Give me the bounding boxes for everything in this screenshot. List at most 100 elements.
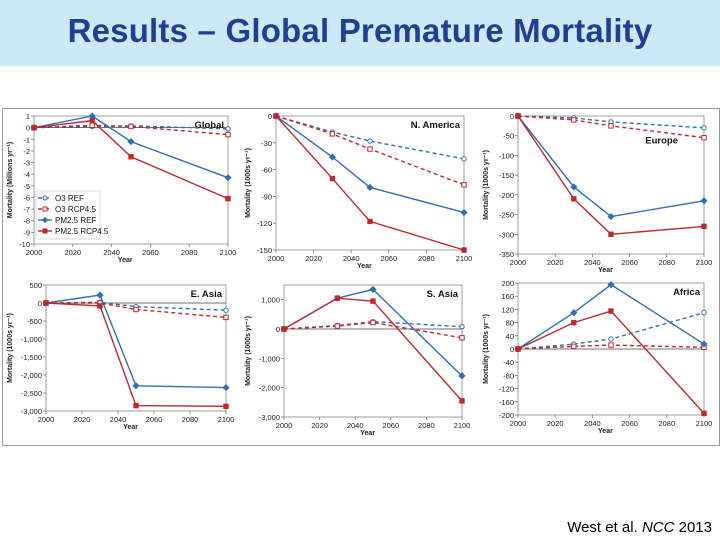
e-asia-data-point [223, 307, 229, 313]
global-data-point [89, 117, 95, 124]
e-asia-series-line-1 [45, 301, 227, 311]
global-ytick-label: 1 [26, 112, 30, 121]
e-asia-data-point [223, 314, 229, 321]
europe-data-point [570, 183, 578, 191]
s-asia-ytick-label: 0 [276, 325, 280, 334]
africa-xtick-label: 2080 [658, 419, 675, 428]
title-band [0, 0, 720, 66]
s-asia-panel-title: S. Asia [427, 289, 459, 300]
global-ytick-label: -5 [23, 182, 30, 191]
e-asia-xtick-label: 2080 [182, 415, 199, 424]
s-asia-xtick-label: 2060 [382, 421, 399, 430]
africa-data-point [608, 308, 614, 314]
e-asia-panel-title: E. Asia [191, 289, 223, 300]
africa-series-line-3 [517, 283, 705, 350]
global-data-point [127, 138, 135, 146]
europe-data-point [515, 113, 521, 119]
europe-data-point [607, 212, 615, 221]
africa-ytick-label: 40 [506, 332, 514, 341]
n-america-ytick-label: -150 [257, 246, 272, 255]
e-asia-xtick-label: 2060 [146, 415, 163, 424]
n-america-data-point [273, 113, 279, 119]
europe-xtick-label: 2020 [547, 258, 564, 267]
n-america-xtick-label: 2020 [305, 254, 322, 263]
e-asia-ytick-label: -3,000 [21, 407, 42, 416]
africa-data-point [571, 343, 577, 350]
e-asia-ytick-label: 500 [29, 281, 42, 290]
global-xtick-label: 2040 [103, 248, 120, 257]
s-asia-series-line-4 [283, 297, 463, 402]
global-yaxis-label: Mortality (Millions yr⁻¹) [7, 142, 14, 218]
global-legend-label: O3 RCP4.5 [55, 205, 96, 214]
europe-ytick-label: -350 [499, 250, 514, 259]
n-america-ytick-label: -60 [261, 166, 272, 175]
e-asia-data-point [132, 382, 140, 390]
e-asia-data-point [133, 306, 139, 313]
s-asia-xtick-label: 2040 [347, 421, 364, 430]
n-america-data-point [461, 247, 467, 253]
global-series-line-2 [33, 124, 229, 136]
s-asia-ytick-label: 1,000 [261, 296, 280, 305]
n-america-xaxis-label: Year [357, 263, 372, 270]
n-america-panel-title: N. America [411, 120, 461, 131]
europe-data-point [701, 223, 707, 230]
europe-series-line-2 [517, 115, 705, 139]
e-asia-xtick-label: 2040 [110, 415, 127, 424]
africa-ytick-label: 160 [501, 292, 514, 301]
global-data-point [225, 131, 231, 138]
africa-xtick-label: 2040 [584, 419, 601, 428]
global-ytick-label: -1 [23, 135, 30, 144]
s-asia-data-point [370, 319, 376, 326]
africa-xaxis-label: Year [598, 428, 613, 435]
africa-ytick-label: -80 [503, 371, 514, 380]
s-asia-data-point [458, 372, 466, 380]
europe-data-point [700, 197, 708, 205]
e-asia-ytick-label: -2,500 [21, 389, 42, 398]
europe-xtick-label: 2040 [584, 258, 601, 267]
africa-yaxis-label: Mortality (1000s yr⁻¹) [483, 314, 490, 384]
africa-data-point [701, 310, 707, 316]
n-america-data-point [366, 183, 374, 192]
europe-xtick-label: 2000 [510, 258, 527, 267]
global-ytick-label: -3 [23, 159, 30, 168]
e-asia-ytick-label: -1,500 [21, 353, 42, 362]
slide-title: Results – Global Premature Mortality [67, 12, 653, 49]
e-asia-xtick-label: 2100 [218, 415, 235, 424]
africa-data-point [701, 410, 707, 417]
africa-data-point [515, 346, 521, 352]
e-asia-data-point [133, 402, 139, 409]
africa-ytick-label: -200 [499, 411, 514, 420]
s-asia-data-point [370, 298, 376, 304]
s-asia-yaxis-label: Mortality (1000s yr⁻¹) [245, 316, 252, 386]
africa-xtick-label: 2060 [621, 419, 638, 428]
africa-ytick-label: -120 [499, 385, 514, 394]
n-america-xtick-label: 2100 [456, 254, 473, 263]
africa-ytick-label: 200 [501, 279, 514, 288]
e-asia-xtick-label: 2020 [74, 415, 91, 424]
africa-ytick-label: 0 [510, 345, 514, 354]
africa-data-point [608, 336, 614, 342]
global-ytick-label: -8 [23, 217, 30, 226]
africa-panel-title: Africa [673, 287, 701, 298]
n-america-xtick-label: 2040 [343, 254, 360, 263]
s-asia-ytick-label: -1,000 [259, 354, 280, 363]
n-america-xtick-label: 2080 [418, 254, 435, 263]
europe-xaxis-label: Year [598, 267, 613, 274]
s-asia-series-line-2 [283, 321, 463, 339]
africa-series-line-4 [517, 310, 705, 414]
africa-xtick-label: 2000 [510, 419, 527, 428]
e-asia-ytick-label: -2,000 [21, 371, 42, 380]
e-asia-series-line-2 [46, 302, 227, 319]
s-asia-data-point [334, 295, 341, 301]
n-america-ytick-label: -30 [261, 139, 272, 148]
global-ytick-label: -10 [19, 240, 30, 249]
africa-series-line-1 [517, 312, 705, 350]
e-asia-yaxis-label: Mortality (1000s yr⁻¹) [7, 313, 14, 383]
europe-data-point [701, 125, 707, 131]
e-asia-data-point [222, 384, 230, 392]
s-asia-xtick-label: 2080 [418, 421, 435, 430]
s-asia-data-point [459, 398, 465, 404]
europe-data-point [701, 134, 707, 141]
